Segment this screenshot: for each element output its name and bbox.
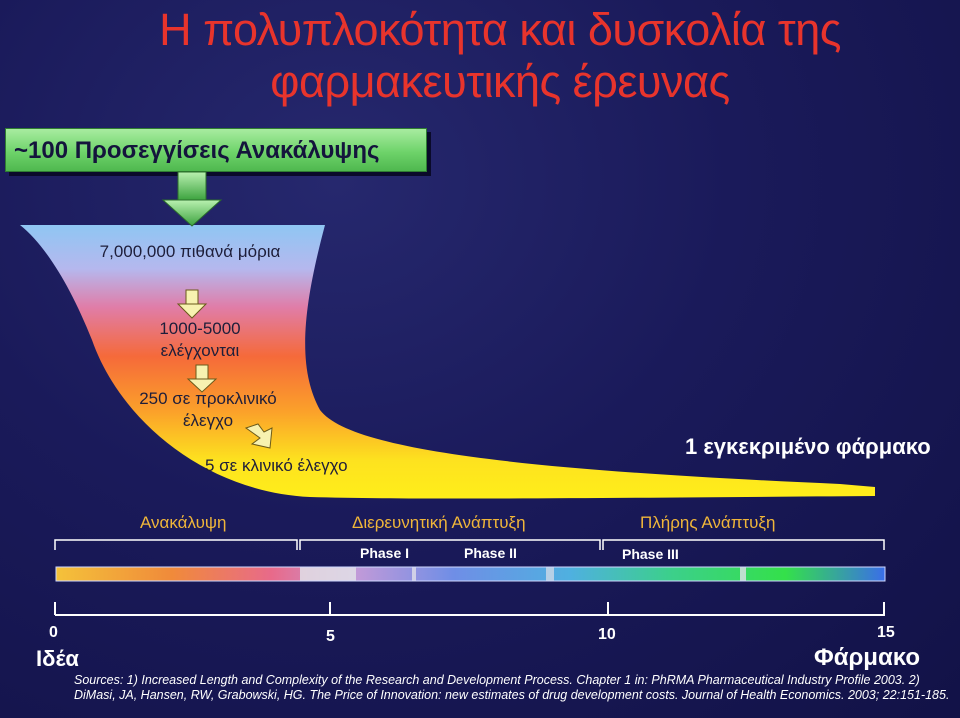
- preclinical-label: 250 σε προκλινικό έλεγχο: [108, 388, 308, 432]
- tick-5: 5: [326, 628, 335, 645]
- preclinical-line-2: έλεγχο: [182, 411, 234, 430]
- screened-line-1: 1000-5000: [159, 319, 241, 338]
- clinical-label: 5 σε κλινικό έλεγχο: [205, 456, 348, 475]
- idea-label: Ιδέα: [36, 646, 79, 671]
- sources-note: Sources: 1) Increased Length and Complex…: [74, 673, 950, 702]
- stage-exploratory-label: Διερευνητική Ανάπτυξη: [352, 513, 526, 532]
- time-axis: [54, 602, 885, 616]
- tick-0: 0: [49, 624, 58, 641]
- approaches-label: ~100 Προσεγγίσεις Ανακάλυψης: [14, 137, 380, 164]
- discovery-bracket: [54, 539, 298, 550]
- approaches-box: [5, 128, 427, 172]
- down-arrow-icon: [176, 289, 208, 319]
- tick-15: 15: [877, 624, 895, 641]
- phase-2-label: Phase II: [464, 545, 517, 561]
- funnel-body: [20, 225, 875, 499]
- phase-3-label: Phase III: [622, 546, 679, 562]
- screened-label: 1000-5000 ελέγχονται: [100, 318, 300, 362]
- preclinical-line-1: 250 σε προκλινικό: [139, 389, 277, 408]
- title-line-2: φαρμακευτικής έρευνας: [270, 56, 730, 107]
- drug-label: Φάρμακο: [814, 644, 920, 671]
- approved-drug-label: 1 εγκεκριμένο φάρμακο: [685, 434, 931, 459]
- page-title: Η πολυπλοκότητα και δυσκολία της φαρμακε…: [60, 4, 940, 108]
- molecules-label: 7,000,000 πιθανά μόρια: [99, 242, 281, 261]
- tick-10: 10: [598, 626, 616, 643]
- down-arrow-icon: [186, 364, 218, 393]
- exploratory-bracket: [299, 539, 601, 550]
- screened-line-2: ελέγχονται: [160, 341, 240, 360]
- diagonal-arrow-icon: [244, 423, 273, 449]
- phase-1-label: Phase I: [360, 545, 410, 561]
- green-down-arrow-icon: [161, 171, 223, 227]
- stage-full-label: Πλήρης Ανάπτυξη: [640, 513, 776, 532]
- stage-discovery-label: Ανακάλυψη: [140, 513, 227, 532]
- stage-brackets: [54, 539, 885, 550]
- full-development-bracket: [602, 539, 885, 550]
- title-line-1: Η πολυπλοκότητα και δυσκολία της: [159, 4, 841, 55]
- timeline-bar: [55, 566, 886, 582]
